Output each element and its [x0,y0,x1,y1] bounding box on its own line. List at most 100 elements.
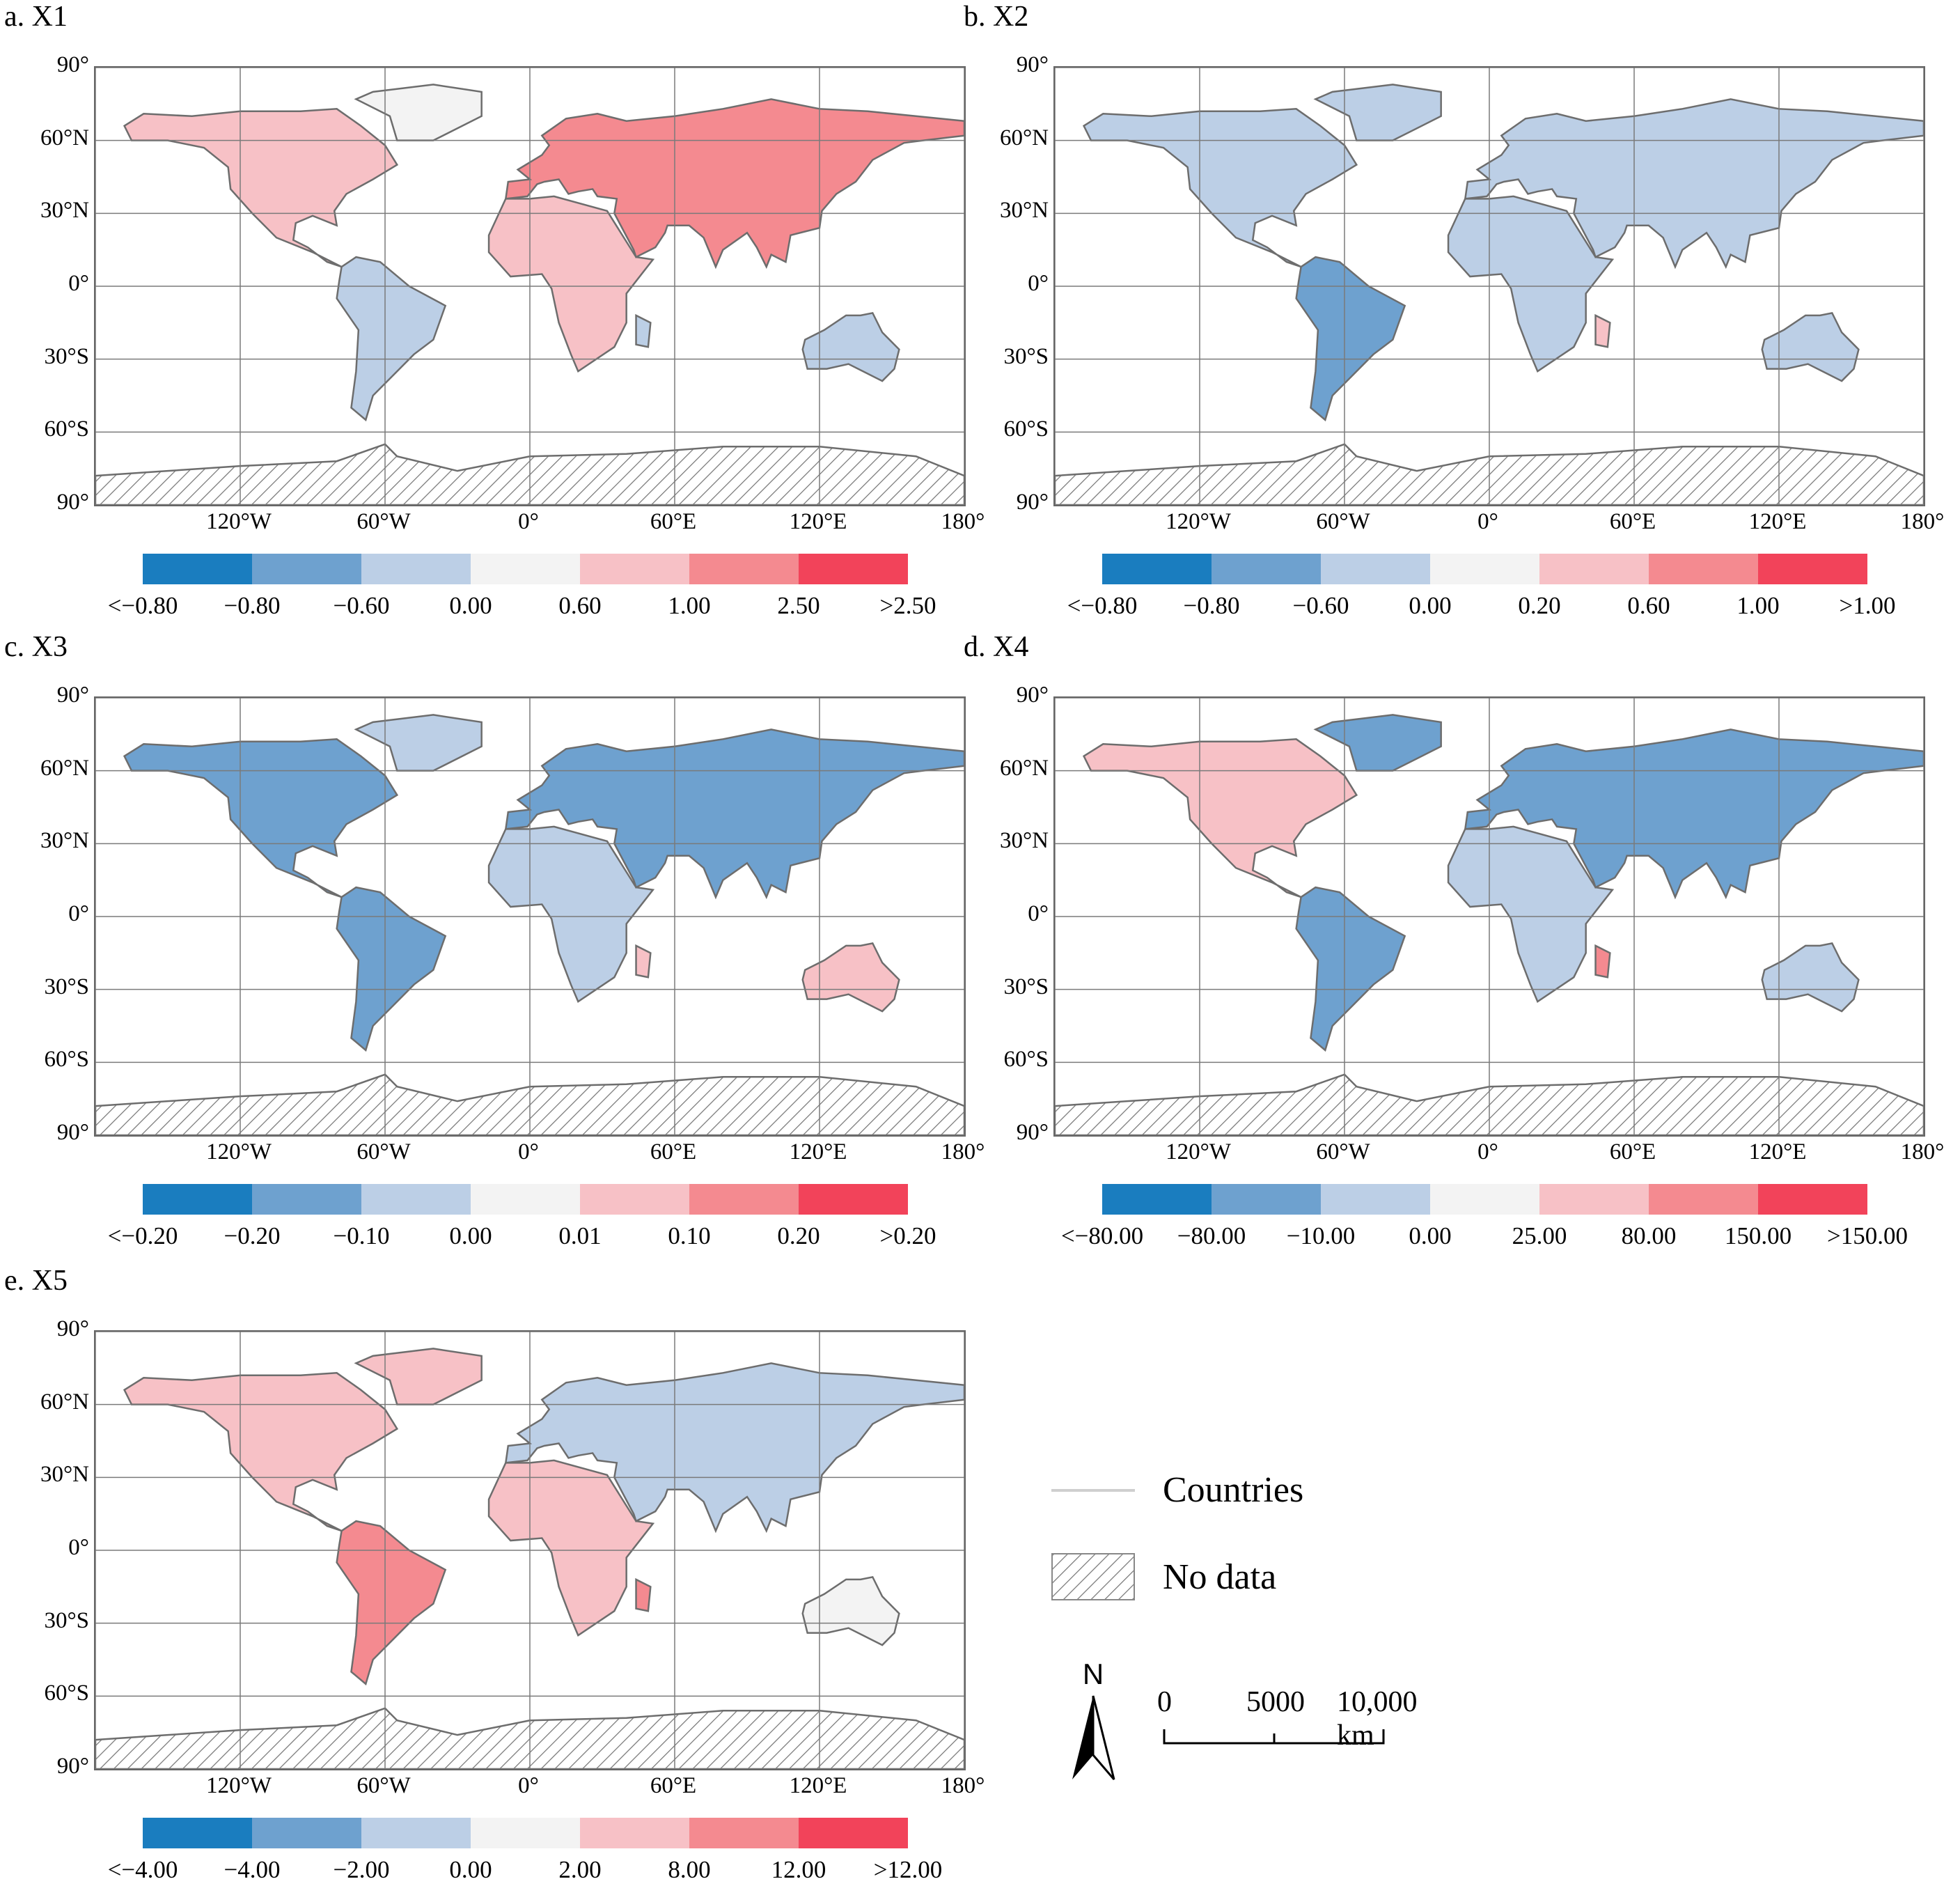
lon-tick-label: 60°W [356,1139,411,1164]
map-frame [1053,66,1925,506]
color-bar-label: −0.60 [333,592,390,619]
color-bar-label: 0.00 [449,1222,492,1249]
map-legend: Countries No data N 0 5000 10,000 km [1051,1449,1539,1839]
landmass [1295,886,1406,1052]
landmass [635,944,652,979]
color-bar-swatch [580,554,689,584]
scale-label-5000: 5000 [1246,1686,1305,1718]
color-bar-swatch [1212,1184,1321,1215]
color-bar-label: >12.00 [873,1856,943,1883]
landmass [1464,728,1924,900]
lon-tick-label: 120°W [206,509,272,534]
lat-tick-label: 90° [1016,1120,1049,1145]
color-bar-swatch [1321,554,1430,584]
color-bar-swatch [580,1818,689,1848]
color-bar-label: −10.00 [1286,1222,1356,1249]
lon-tick-label: 60°E [650,1773,697,1798]
lat-tick-label: 60°N [999,125,1049,150]
color-bar-swatch [252,1184,361,1215]
landmass [801,311,900,382]
landmass [635,313,652,348]
lat-tick-label: 60°S [44,1681,89,1706]
lat-tick-label: 60°S [1003,1047,1049,1073]
color-bar-label: 0.10 [668,1222,711,1249]
color-bar-label: <−80.00 [1060,1222,1144,1249]
lat-tick-label: 0° [1028,901,1049,926]
map-panel-e: e. X5 90° 60°N 30°N 0° 30°S 60°S 90° 120°W 60°W 0… [0,1264,985,1891]
map-frame [94,66,966,506]
lat-tick-label: 90° [56,490,89,515]
landmass [635,1577,652,1612]
color-bar-swatch [1758,1184,1867,1215]
lat-tick-label: 30°N [40,828,89,854]
lon-tick-label: 120°E [1748,509,1807,534]
color-bar-swatch [1649,554,1758,584]
lon-tick-label: 60°W [1316,509,1370,534]
color-bar-swatch [799,1184,908,1215]
countries-label: Countries [1163,1470,1304,1510]
lon-tick-label: 60°E [650,509,697,534]
world-map [1055,698,1924,1135]
color-bar-swatch [580,1184,689,1215]
lon-tick-label: 60°W [1316,1139,1370,1164]
lat-tick-label: 0° [68,271,89,296]
color-bar-swatch [689,1818,799,1848]
lat-tick-label: 30°S [44,1607,89,1633]
map-frame [94,696,966,1137]
color-bar-swatch [471,554,580,584]
color-bar-label: >1.00 [1839,592,1896,619]
landmass [1082,108,1358,268]
color-bar-label: −80.00 [1177,1222,1246,1249]
map-panel-d: d. X4 90° 60°N 30°N 0° 30°S 60°S 90° 120°W 60°W 0… [959,630,1944,1257]
landmass [1295,256,1406,422]
map-panel-c: c. X3 90° 60°N 30°N 0° 30°S 60°S 90° 120°W 60°W 0… [0,630,985,1257]
color-bar-label: 0.00 [1409,1222,1452,1249]
landmass [504,1362,964,1534]
landmass [504,728,964,900]
color-bar-swatch [1212,554,1321,584]
landmass [1313,714,1442,772]
color-bar-label: 1.00 [668,592,711,619]
color-bar-label: 0.00 [449,592,492,619]
color-bar-label: 8.00 [668,1856,711,1883]
color-bar-swatch [1758,554,1867,584]
legend-no-data: No data [1051,1553,1276,1600]
lon-tick-label: 120°E [789,509,847,534]
panel-title: d. X4 [964,631,1029,663]
lat-tick-label: 60°N [40,755,89,781]
landmass [1082,738,1358,898]
lon-tick-label: 120°W [206,1139,272,1164]
scale-label-10000: 10,000 km [1337,1686,1418,1752]
lat-tick-label: 0° [1028,271,1049,296]
panel-title: e. X5 [4,1265,68,1297]
color-bar-label: 80.00 [1621,1222,1677,1249]
landmass [354,714,483,772]
color-bar-swatch [361,1818,471,1848]
color-bar-label: 0.00 [449,1856,492,1883]
color-bar-swatch [799,1818,908,1848]
color-bar-swatch [252,554,361,584]
lon-tick-label: 120°W [206,1773,272,1798]
color-bar-swatch [252,1818,361,1848]
lat-tick-label: 30°S [44,974,89,999]
color-bar-swatch [143,1818,252,1848]
lat-tick-label: 30°S [44,343,89,369]
world-map [95,698,964,1135]
lat-tick-label: 60°S [1003,416,1049,442]
lat-tick-label: 90° [1016,683,1049,708]
lat-tick-label: 30°N [40,1462,89,1488]
lat-tick-label: 60°S [44,416,89,442]
color-bar-label: <−4.00 [107,1856,178,1883]
color-bar-label: 0.60 [1627,592,1670,619]
color-bar-label: 0.20 [777,1222,820,1249]
lat-tick-label: 60°N [999,755,1049,781]
lat-tick-label: 30°S [1003,343,1049,369]
lon-tick-label: 180° [941,1139,985,1164]
color-bar [143,1184,908,1215]
landmass [801,1575,900,1646]
color-bar-label: >2.50 [879,592,936,619]
color-bar [1102,554,1867,584]
landmass [1464,98,1924,270]
north-arrow-icon: N [1072,1658,1115,1780]
color-bar-label: >150.00 [1827,1222,1908,1249]
